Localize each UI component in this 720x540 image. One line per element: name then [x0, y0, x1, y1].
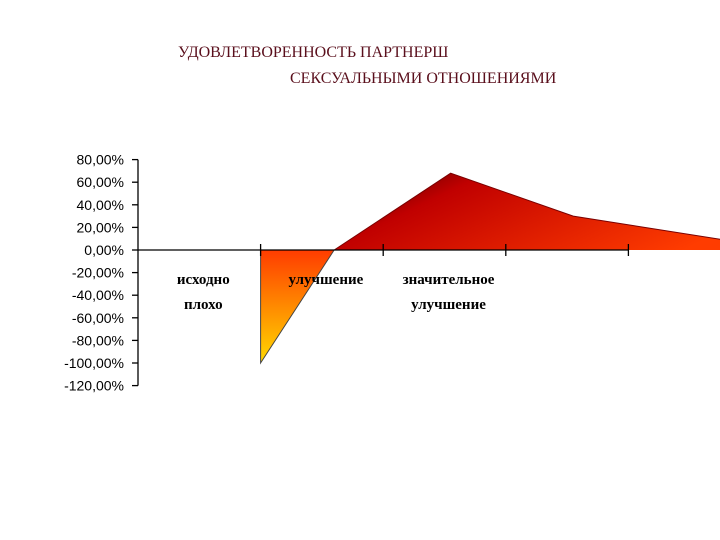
- y-tick-label: -80,00%: [72, 332, 124, 348]
- x-category-label: плохо: [184, 297, 223, 313]
- y-tick-label: -120,00%: [64, 378, 124, 394]
- y-tick-label: -20,00%: [72, 265, 124, 281]
- y-tick-label: 80,00%: [77, 152, 124, 168]
- y-tick-label: -100,00%: [64, 355, 124, 371]
- x-category-label: значительное: [403, 272, 495, 288]
- chart-title-line-1: УДОВЛЕТВОРЕННОСТЬ ПАРТНЕРШ: [178, 44, 449, 61]
- y-tick-label: 0,00%: [84, 242, 124, 258]
- area-positive: [334, 173, 720, 250]
- x-category-label: улучшение: [411, 297, 486, 313]
- y-tick-label: 40,00%: [77, 197, 124, 213]
- x-category-label: улучшение: [289, 272, 364, 288]
- area-negative-outline: [260, 249, 335, 365]
- chart-title-line-2: СЕКСУАЛЬНЫМИ ОТНОШЕНИЯМИ: [290, 70, 557, 87]
- y-tick-label: 20,00%: [77, 219, 124, 235]
- y-tick-label: -60,00%: [72, 310, 124, 326]
- y-tick-label: 60,00%: [77, 174, 124, 190]
- x-category-label: исходно: [177, 272, 230, 288]
- y-tick-label: -40,00%: [72, 287, 124, 303]
- area-positive-outline: [333, 172, 720, 251]
